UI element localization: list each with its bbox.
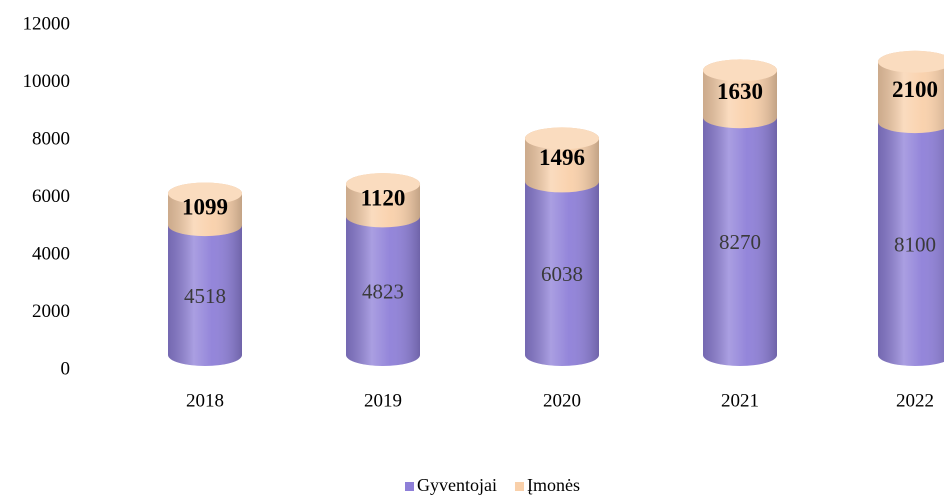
cylinder-segment <box>525 170 599 366</box>
cylinder-top <box>703 59 777 82</box>
data-label: 1630 <box>717 79 763 104</box>
y-tick-label: 0 <box>61 358 71 379</box>
data-label: 1099 <box>182 195 228 220</box>
cylinder-top-highlight <box>703 59 777 82</box>
data-label: 1120 <box>361 186 406 211</box>
cylinder-shade <box>703 106 777 367</box>
x-tick-label: 2019 <box>364 390 402 411</box>
cylinder-top-highlight <box>878 50 944 73</box>
data-label: 4823 <box>362 279 404 303</box>
data-label: 6038 <box>541 262 583 286</box>
cylinder-shade <box>168 214 242 366</box>
cylinder-segment <box>703 59 777 129</box>
cylinder-segment <box>878 111 944 366</box>
x-tick-label: 2018 <box>186 390 224 411</box>
cylinder-top <box>878 50 944 73</box>
data-label: 8100 <box>894 232 936 256</box>
legend-label: Gyventojai <box>417 475 497 495</box>
x-tick-label: 2020 <box>543 390 581 411</box>
cylinder-segment <box>168 214 242 366</box>
x-tick-label: 2021 <box>721 390 759 411</box>
cylinder-top-highlight <box>525 127 599 150</box>
cylinder-shade <box>878 111 944 366</box>
legend-swatch <box>405 482 414 491</box>
y-tick-label: 12000 <box>23 13 71 34</box>
data-label: 1496 <box>539 145 585 170</box>
cylinder-top-highlight <box>168 182 242 205</box>
cylinder-top <box>525 127 599 150</box>
cylinder-segment <box>168 182 242 237</box>
data-label: 2100 <box>892 77 938 102</box>
data-label: 8270 <box>719 230 761 254</box>
y-tick-label: 6000 <box>32 186 70 207</box>
cylinder-segment <box>703 106 777 367</box>
cylinder-top-highlight <box>346 173 420 196</box>
y-tick-label: 2000 <box>32 301 70 322</box>
y-tick-label: 10000 <box>23 71 71 92</box>
cylinder-segment <box>346 205 420 366</box>
cylinder-top <box>168 182 242 205</box>
data-label: 4518 <box>184 284 226 308</box>
x-tick-label: 2022 <box>896 390 934 411</box>
cylinder-segment <box>525 127 599 193</box>
y-tick-label: 4000 <box>32 243 70 264</box>
cylinder-top <box>346 173 420 196</box>
cylinder-segment <box>878 50 944 134</box>
y-tick-label: 8000 <box>32 128 70 149</box>
cylinder-shade <box>346 205 420 366</box>
cylinder-shade <box>525 170 599 366</box>
legend-swatch <box>514 482 524 491</box>
cylinder-segment <box>346 173 420 228</box>
legend-label: Įmonės <box>527 475 580 495</box>
